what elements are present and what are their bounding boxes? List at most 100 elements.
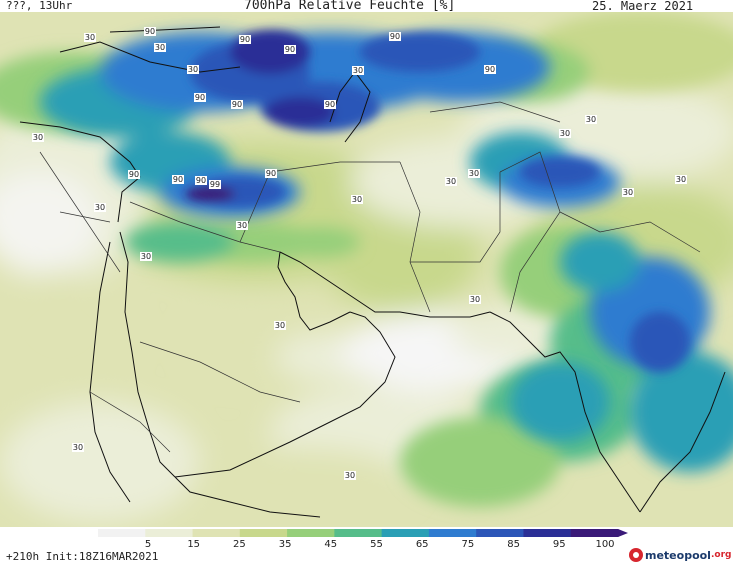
svg-text:30: 30 [352, 195, 362, 204]
svg-text:90: 90 [485, 65, 495, 74]
color-scale-segment [334, 529, 383, 537]
svg-text:90: 90 [173, 175, 183, 184]
color-scale-segment [192, 529, 241, 537]
svg-text:90: 90 [390, 32, 400, 41]
humidity-map: 90 90 90 90 90 90 90 90 90 90 90 90 99 30 30 30 30 30 30 30… [0, 12, 733, 527]
svg-text:90: 90 [195, 93, 205, 102]
contour-label: 30 [72, 443, 84, 452]
color-scale-arrow [618, 529, 628, 537]
contour-label: 30 [675, 175, 687, 184]
svg-text:90: 90 [232, 100, 242, 109]
svg-text:30: 30 [155, 43, 165, 52]
contour-label: 90 [231, 100, 243, 109]
contour-label: 30 [351, 195, 363, 204]
svg-text:30: 30 [275, 321, 285, 330]
contour-label: 90 [144, 27, 156, 36]
svg-text:99: 99 [210, 180, 220, 189]
contour-label: 30 [559, 129, 571, 138]
color-scale-tick-label: 45 [324, 539, 338, 550]
color-scale-tick-label: 15 [187, 539, 201, 550]
coastlines [19, 26, 726, 518]
svg-text:90: 90 [266, 169, 276, 178]
contour-label: 30 [344, 471, 356, 480]
contour-label: 90 [389, 32, 401, 41]
svg-text:90: 90 [325, 100, 335, 109]
contour-label: 90 [265, 169, 277, 178]
color-scale-segment [381, 529, 430, 537]
contour-label: 30 [94, 203, 106, 212]
color-scale-tick-label: 25 [233, 539, 246, 550]
valid-date-label: 25. Maerz 2021 [592, 0, 694, 13]
svg-text:30: 30 [469, 169, 479, 178]
color-scale-segment [145, 529, 194, 537]
color-scale-tick-label: 75 [461, 539, 475, 550]
contour-label: 30 [140, 252, 152, 261]
svg-text:90: 90 [129, 170, 139, 179]
svg-text:30: 30 [676, 175, 686, 184]
color-scale-segment [428, 529, 477, 537]
contour-label: 90 [194, 93, 206, 102]
contour-label: 90 [172, 175, 184, 184]
logo-tld: .org [710, 550, 732, 560]
color-scale-tick-label: 85 [507, 539, 520, 550]
contour-label: 30 [32, 133, 44, 142]
contour-label: 90 [324, 100, 336, 109]
svg-text:30: 30 [353, 66, 363, 75]
svg-text:90: 90 [196, 176, 206, 185]
svg-text:30: 30 [73, 443, 83, 452]
contour-label: 90 [128, 170, 140, 179]
svg-text:90: 90 [240, 35, 250, 44]
contour-label: 30 [445, 177, 457, 186]
color-scale-bar [98, 529, 628, 537]
svg-text:30: 30 [446, 177, 456, 186]
svg-text:30: 30 [141, 252, 151, 261]
svg-text:30: 30 [237, 221, 247, 230]
color-scale-segment [570, 529, 619, 537]
svg-text:90: 90 [285, 45, 295, 54]
humidity-field: 90 90 90 90 90 90 90 90 90 90 90 90 99 30 30 30 30 30 30 30… [0, 12, 733, 527]
contour-label: 90 [239, 35, 251, 44]
color-scale-tick-label: 65 [415, 539, 429, 550]
contour-label: 99 [209, 180, 221, 189]
contour-label: 30 [236, 221, 248, 230]
svg-text:30: 30 [188, 65, 198, 74]
borders [39, 101, 701, 453]
meteopool-logo[interactable]: meteopool .org [629, 546, 731, 564]
color-scale-tick-label: 55 [370, 539, 383, 550]
color-scale-segment [476, 529, 524, 537]
forecast-time-label: ???, 13Uhr [6, 0, 73, 12]
logo-name: meteopool [645, 548, 711, 562]
color-scale-tick-label: 35 [278, 539, 292, 550]
svg-text:90: 90 [145, 27, 155, 36]
color-scale-segment [287, 529, 335, 537]
color-scale-segment [523, 529, 572, 537]
svg-text:30: 30 [33, 133, 43, 142]
contour-label: 90 [284, 45, 296, 54]
contour-label: 30 [468, 169, 480, 178]
contour-label: 30 [274, 321, 286, 330]
contour-label: 30 [154, 43, 166, 52]
contour-label: 90 [195, 176, 207, 185]
contour-labels: 90 90 90 90 90 90 90 90 90 90 90 90 99 30 30 30 30 30 30 30… [32, 27, 687, 480]
color-scale-segment [98, 529, 146, 537]
contour-label: 30 [352, 66, 364, 75]
logo-pin-icon [629, 548, 643, 562]
color-scale-tick-label: 100 [595, 539, 615, 550]
contour-label: 90 [484, 65, 496, 74]
svg-text:30: 30 [95, 203, 105, 212]
color-scale-segment [239, 529, 288, 537]
svg-text:30: 30 [345, 471, 355, 480]
contour-label: 30 [469, 295, 481, 304]
map-title: 700hPa Relative Feuchte [%] [244, 0, 456, 13]
svg-text:30: 30 [560, 129, 570, 138]
svg-text:30: 30 [85, 33, 95, 42]
contour-label: 30 [84, 33, 96, 42]
contour-label: 30 [187, 65, 199, 74]
svg-text:30: 30 [623, 188, 633, 197]
contour-label: 30 [622, 188, 634, 197]
run-info-label: +210h Init:18Z16MAR2021 [6, 550, 159, 563]
svg-text:30: 30 [586, 115, 596, 124]
svg-text:30: 30 [470, 295, 480, 304]
color-scale-tick-label: 5 [144, 539, 152, 550]
